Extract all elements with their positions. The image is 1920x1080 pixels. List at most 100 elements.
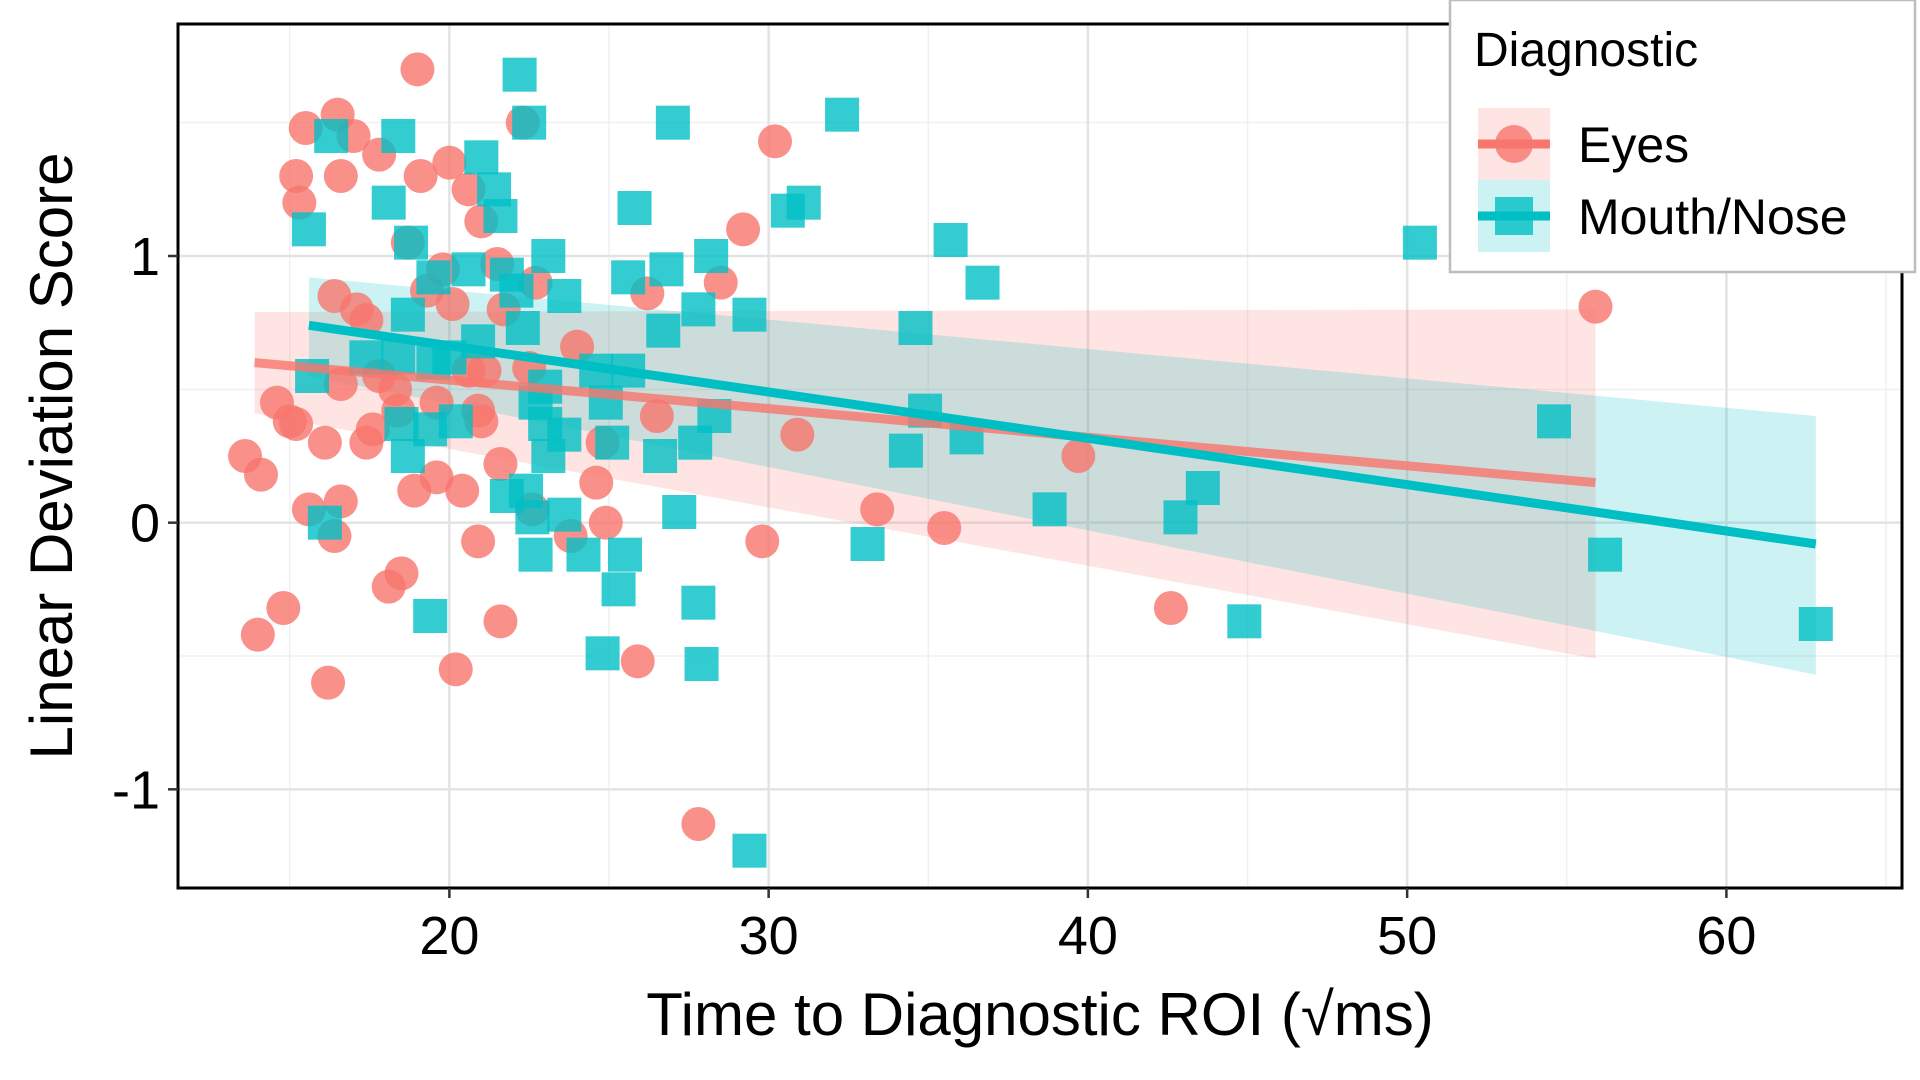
y-tick-label: -1 — [112, 760, 160, 820]
trend-lines — [254, 320, 1817, 549]
data-point-eyes — [311, 665, 346, 700]
data-point-mouth-nose — [512, 105, 547, 140]
data-point-mouth-nose — [291, 212, 326, 247]
data-point-mouth-nose — [888, 433, 923, 468]
grid-lines — [178, 24, 1902, 888]
data-point-mouth-nose — [381, 119, 416, 153]
data-point-mouth-nose — [416, 260, 451, 295]
legend: Diagnostic Eyes Mouth/Nose — [1448, 0, 1917, 274]
data-point-eyes — [323, 159, 358, 193]
data-point-mouth-nose — [933, 223, 968, 257]
data-point-eyes — [244, 457, 279, 492]
data-point-mouth-nose — [1588, 537, 1623, 572]
trend-line — [308, 320, 1817, 549]
y-tick-label: 1 — [130, 227, 160, 287]
data-point-mouth-nose — [611, 260, 646, 295]
x-axis-ticks: 20 30 40 50 60 — [419, 888, 1756, 966]
data-point-mouth-nose — [1032, 492, 1067, 527]
data-point-eyes — [438, 652, 473, 687]
y-axis-ticks: -1 0 1 — [112, 227, 178, 820]
data-point-mouth-nose — [898, 311, 933, 345]
x-tick-label: 60 — [1696, 906, 1756, 966]
data-point-eyes — [588, 505, 623, 540]
data-point-eyes — [745, 524, 780, 559]
data-point-mouth-nose — [1227, 604, 1262, 639]
data-point-mouth-nose — [1185, 471, 1220, 505]
data-point-mouth-nose — [531, 439, 566, 473]
data-point-eyes — [435, 287, 470, 321]
data-point-eyes — [483, 447, 518, 481]
data-point-mouth-nose — [381, 340, 416, 375]
data-point-eyes — [266, 591, 301, 625]
legend-key-square — [1495, 197, 1533, 235]
data-point-mouth-nose — [617, 191, 652, 225]
data-point-eyes — [355, 412, 390, 447]
data-point-eyes — [397, 473, 432, 508]
data-point-mouth-nose — [505, 311, 540, 345]
data-point-mouth-nose — [732, 833, 767, 868]
data-point-mouth-nose — [314, 119, 349, 153]
data-point-eyes — [780, 417, 815, 452]
data-point-eyes — [432, 145, 467, 180]
data-point-eyes — [288, 111, 323, 145]
data-point-mouth-nose — [531, 239, 566, 273]
data-point-mouth-nose — [607, 537, 642, 572]
data-point-mouth-nose — [595, 425, 630, 460]
data-point-mouth-nose — [649, 252, 684, 287]
data-point-eyes — [726, 212, 761, 247]
data-point-mouth-nose — [732, 297, 767, 332]
data-point-mouth-nose — [547, 279, 582, 313]
data-point-mouth-nose — [499, 273, 534, 308]
data-point-mouth-nose — [850, 527, 885, 561]
panel-border — [176, 22, 1904, 890]
y-tick-label: 0 — [130, 494, 160, 554]
data-point-mouth-nose — [438, 404, 473, 439]
data-point-mouth-nose — [601, 572, 636, 607]
data-point-mouth-nose — [451, 252, 486, 287]
data-point-mouth-nose — [1798, 607, 1833, 641]
data-point-mouth-nose — [786, 185, 821, 220]
data-point-mouth-nose — [681, 292, 716, 327]
x-tick-label: 20 — [419, 906, 479, 966]
data-point-mouth-nose — [646, 313, 681, 348]
data-point-mouth-nose — [585, 636, 620, 671]
data-point-mouth-nose — [681, 585, 716, 620]
data-point-eyes — [927, 511, 962, 545]
data-point-eyes — [758, 124, 793, 159]
x-tick-label: 30 — [739, 906, 799, 966]
data-point-eyes — [445, 473, 480, 508]
data-point-eyes — [279, 407, 314, 441]
data-point-eyes — [1153, 591, 1188, 625]
data-point-mouth-nose — [515, 500, 550, 535]
data-point-mouth-nose — [678, 425, 713, 460]
legend-label: Mouth/Nose — [1578, 189, 1848, 245]
data-point-mouth-nose — [547, 497, 582, 532]
x-tick-label: 40 — [1058, 906, 1118, 966]
data-point-eyes — [240, 617, 275, 652]
data-point-eyes — [371, 569, 406, 604]
data-point-mouth-nose — [390, 297, 425, 332]
data-point-eyes — [579, 465, 614, 500]
data-point-eyes — [1061, 439, 1096, 473]
data-point-eyes — [464, 404, 499, 439]
x-axis-title: Time to Diagnostic ROI (√ms) — [646, 981, 1434, 1048]
data-point-eyes — [1578, 289, 1613, 324]
data-point-eyes — [279, 159, 314, 193]
data-point-mouth-nose — [384, 407, 419, 441]
data-point-eyes — [282, 185, 317, 220]
data-point-eyes — [620, 644, 655, 679]
legend-title: Diagnostic — [1474, 24, 1698, 77]
data-point-eyes — [703, 265, 738, 300]
data-point-eyes — [860, 492, 895, 527]
legend-items: Eyes Mouth/Nose — [1478, 108, 1848, 252]
data-point-eyes — [307, 425, 342, 460]
data-point-mouth-nose — [413, 599, 448, 633]
data-point-eyes — [461, 524, 496, 559]
data-point-eyes — [681, 807, 716, 841]
data-point-eyes — [451, 172, 486, 207]
data-point-mouth-nose — [662, 495, 697, 529]
trend-line — [254, 358, 1596, 488]
x-tick-label: 50 — [1377, 906, 1437, 966]
data-point-mouth-nose — [1163, 500, 1198, 535]
